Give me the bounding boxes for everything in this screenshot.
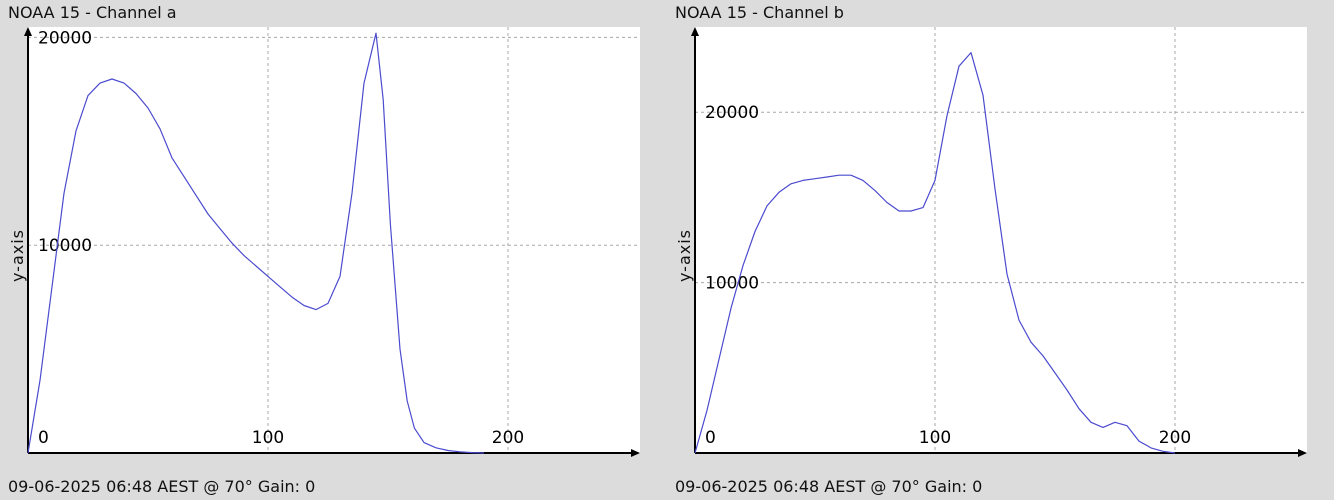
y-tick-label-b: 20000 (705, 103, 759, 123)
y-tick-label-b: 10000 (705, 274, 759, 294)
chart-footer-b: 09-06-2025 06:48 AEST @ 70° Gain: 0 (675, 477, 983, 496)
x-tick-label-a: 200 (492, 428, 524, 448)
x-tick-label-a: 100 (252, 428, 284, 448)
x-tick-label-b: 200 (1159, 428, 1191, 448)
chart-footer-a: 09-06-2025 06:48 AEST @ 70° Gain: 0 (8, 477, 316, 496)
x-axis-arrow-b (1298, 449, 1307, 457)
series-line-b (694, 51, 1176, 454)
x-tick-label-b: 100 (919, 428, 951, 448)
y-axis-arrow-b (691, 27, 699, 36)
series-line-a (27, 32, 485, 454)
chart-title-b: NOAA 15 - Channel b (675, 3, 844, 22)
y-tick-label-a: 10000 (38, 236, 92, 256)
x-tick-label-a: 0 (38, 428, 49, 448)
y-axis-arrow-a (24, 27, 32, 36)
chart-a: 0 100 200 10000 20000 (24, 27, 640, 457)
x-axis-arrow-a (631, 449, 640, 457)
chart-b: 0 100 200 10000 20000 (691, 27, 1307, 457)
x-tick-label-b: 0 (705, 428, 716, 448)
y-tick-label-a: 20000 (38, 28, 92, 48)
plot-area-a (28, 27, 640, 453)
plot-area-b (695, 27, 1307, 453)
chart-title-a: NOAA 15 - Channel a (8, 3, 177, 22)
